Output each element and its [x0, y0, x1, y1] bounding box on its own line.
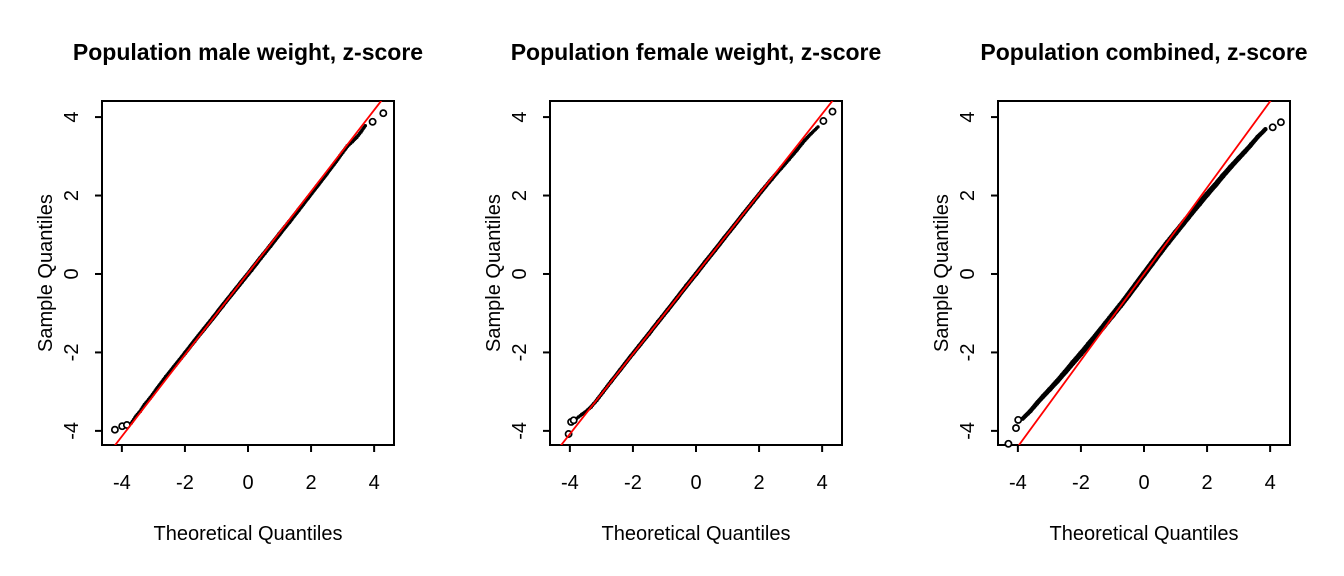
y-tick-label: -4 — [957, 422, 979, 440]
qq-point-outlier — [379, 109, 388, 118]
y-tick-label: -2 — [957, 344, 979, 362]
y-tick-label: 2 — [957, 190, 979, 201]
qq-plot-svg-female-weight: -4 -2 0 2 4 -4 -2 0 2 4 Population female weight, … — [483, 39, 882, 545]
panel-title: Population combined, z-score — [980, 39, 1307, 65]
x-tick-label: 4 — [1265, 472, 1276, 494]
y-tick-label: 4 — [509, 112, 531, 123]
y-axis-label: Sample Quantiles — [483, 194, 505, 352]
qq-point-outlier — [819, 117, 828, 125]
x-tick-label: 2 — [1202, 472, 1213, 494]
y-tick-label: -2 — [509, 344, 531, 362]
qq-point — [816, 125, 820, 129]
qq-point — [1263, 127, 1268, 132]
qq-panel-female-weight: -4 -2 0 2 4 -4 -2 0 2 4 Population female weight, … — [448, 0, 896, 576]
y-tick-label: -4 — [509, 422, 531, 440]
y-axis-label: Sample Quantiles — [931, 194, 953, 352]
x-tick-label: 0 — [1138, 472, 1149, 494]
x-axis-label: Theoretical Quantiles — [154, 523, 343, 545]
qq-reference-line — [560, 101, 834, 445]
x-axis-label: Theoretical Quantiles — [1050, 523, 1239, 545]
qq-point-outlier — [1014, 415, 1023, 424]
y-tick-label: 0 — [509, 268, 531, 279]
y-tick-label: -4 — [61, 422, 83, 440]
qq-point-outlier — [1276, 118, 1285, 127]
x-tick-label: 2 — [306, 472, 317, 494]
y-tick-label: 0 — [957, 268, 979, 279]
qq-point — [363, 123, 368, 128]
qq-panel-combined: -4 -2 0 2 4 -4 -2 0 2 4 Population combined, z-sco… — [896, 0, 1344, 576]
x-tick-label: 0 — [242, 472, 253, 494]
qq-point-outlier — [828, 107, 837, 116]
x-tick-label: -4 — [113, 472, 131, 494]
qq-plot-svg-male-weight: -4 -2 0 2 4 -4 -2 0 2 4 Population male weight, z-… — [35, 39, 423, 545]
y-tick-label: 4 — [957, 112, 979, 123]
y-axis-label: Sample Quantiles — [35, 194, 57, 352]
x-tick-label: -2 — [1072, 472, 1090, 494]
x-tick-label: 0 — [690, 472, 701, 494]
y-tick-label: 4 — [61, 112, 83, 123]
y-tick-label: 2 — [509, 190, 531, 201]
qq-plot-svg-combined: -4 -2 0 2 4 -4 -2 0 2 4 Population combined, z-sco… — [931, 39, 1308, 545]
x-tick-label: -4 — [1009, 472, 1027, 494]
x-axis-label: Theoretical Quantiles — [602, 523, 791, 545]
x-tick-label: 4 — [817, 472, 828, 494]
x-tick-label: -4 — [561, 472, 579, 494]
qq-point-outlier — [1268, 123, 1277, 132]
qq-point-outlier — [569, 416, 578, 425]
x-tick-label: -2 — [624, 472, 642, 494]
y-tick-label: 2 — [61, 190, 83, 201]
qq-point-outlier — [110, 425, 119, 434]
x-tick-label: 4 — [369, 472, 380, 494]
panel-title: Population female weight, z-score — [511, 39, 882, 65]
x-tick-label: -2 — [176, 472, 194, 494]
qq-point-outlier — [368, 117, 377, 126]
qq-point-outlier — [1004, 439, 1013, 448]
qq-reference-line — [1017, 101, 1272, 445]
panel-title: Population male weight, z-score — [73, 39, 423, 65]
y-tick-label: 0 — [61, 268, 83, 279]
y-tick-label: -2 — [61, 344, 83, 362]
qq-reference-line — [114, 101, 383, 445]
x-tick-label: 2 — [754, 472, 765, 494]
qq-point-outlier — [1012, 424, 1020, 433]
qq-panel-male-weight: -4 -2 0 2 4 -4 -2 0 2 4 Population male weight, z-… — [0, 0, 448, 576]
